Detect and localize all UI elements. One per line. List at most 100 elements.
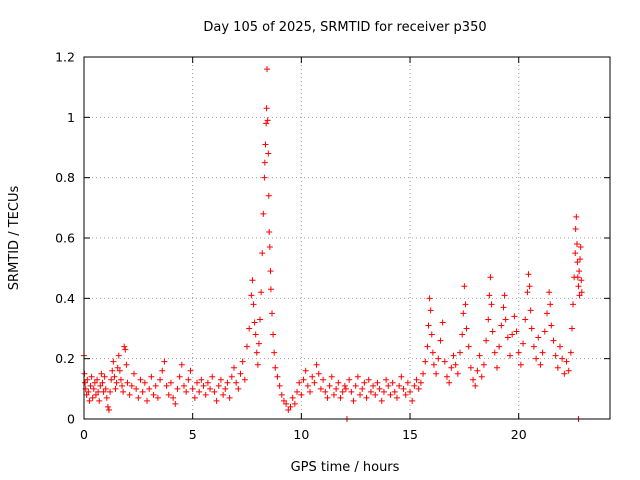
data-point [121,343,128,350]
data-point [402,391,409,398]
data-point [135,394,142,401]
data-point [159,367,166,374]
data-point [535,334,542,341]
data-point [574,259,581,266]
data-point [365,376,372,383]
data-point [248,292,255,299]
data-point [97,382,104,389]
data-point [165,391,172,398]
data-point [573,213,580,220]
data-point [82,379,89,386]
data-point [341,382,348,389]
data-point [191,394,198,401]
data-point [324,394,331,401]
data-point [554,364,561,371]
data-point [99,379,106,386]
data-point [152,382,159,389]
data-point [361,379,368,386]
data-point [176,373,183,380]
data-point [572,250,579,257]
data-point [196,388,203,395]
data-point [450,352,457,359]
data-point [287,403,294,410]
data-point [209,373,216,380]
data-point [233,379,240,386]
data-point [457,349,464,356]
data-point [92,391,99,398]
data-point [376,385,383,392]
data-point [111,373,118,380]
data-point [269,310,276,317]
data-point [486,292,493,299]
y-tick-label: 1.2 [55,50,75,65]
data-point [250,301,257,308]
data-point [180,382,187,389]
data-point [100,388,107,395]
data-point [396,382,403,389]
data-point [260,210,267,217]
data-point [123,361,130,368]
data-point [172,400,179,407]
data-point [474,367,481,374]
data-point [128,382,135,389]
data-point [575,283,582,290]
x-tick-label: 15 [402,427,418,442]
data-point [267,286,274,293]
data-point [370,382,377,389]
data-point [391,388,398,395]
data-point [415,385,422,392]
x-tick-label: 0 [80,427,88,442]
data-point [530,343,537,350]
data-point [500,304,507,311]
data-point [487,274,494,281]
x-tick-label: 10 [293,427,309,442]
data-point [547,301,554,308]
data-point [154,394,161,401]
data-point [459,331,466,338]
data-point [439,319,446,326]
data-point [350,397,357,404]
data-point [446,379,453,386]
data-point [272,364,279,371]
data-point [185,376,192,383]
data-point [478,373,485,380]
data-point [525,271,532,278]
data-point [302,367,309,374]
data-point [130,370,137,377]
data-point [94,376,101,383]
data-point [189,385,196,392]
data-point [239,358,246,365]
data-point [112,385,119,392]
data-point [346,376,353,383]
data-point [541,328,548,335]
y-tick-label: 0.2 [55,351,75,366]
data-point [337,394,344,401]
data-point [220,391,227,398]
data-point [315,370,322,377]
data-point [161,358,168,365]
data-point [104,403,111,410]
data-point [283,400,290,407]
data-point [266,244,273,251]
data-point [437,337,444,344]
data-point [539,349,546,356]
data-point [285,406,292,413]
plot-frame [83,56,611,420]
data-point [276,382,283,389]
data-point [422,358,429,365]
data-point [224,379,231,386]
data-point [578,277,585,284]
data-point [493,364,500,371]
data-point [194,379,201,386]
data-point [89,394,96,401]
data-point [533,355,540,362]
data-point [255,340,262,347]
data-point [298,391,305,398]
data-point [409,397,416,404]
data-point [470,376,477,383]
data-point [183,388,190,395]
data-point [120,388,127,395]
data-point [543,310,550,317]
data-point [429,349,436,356]
y-tick-label: 1 [67,110,75,125]
